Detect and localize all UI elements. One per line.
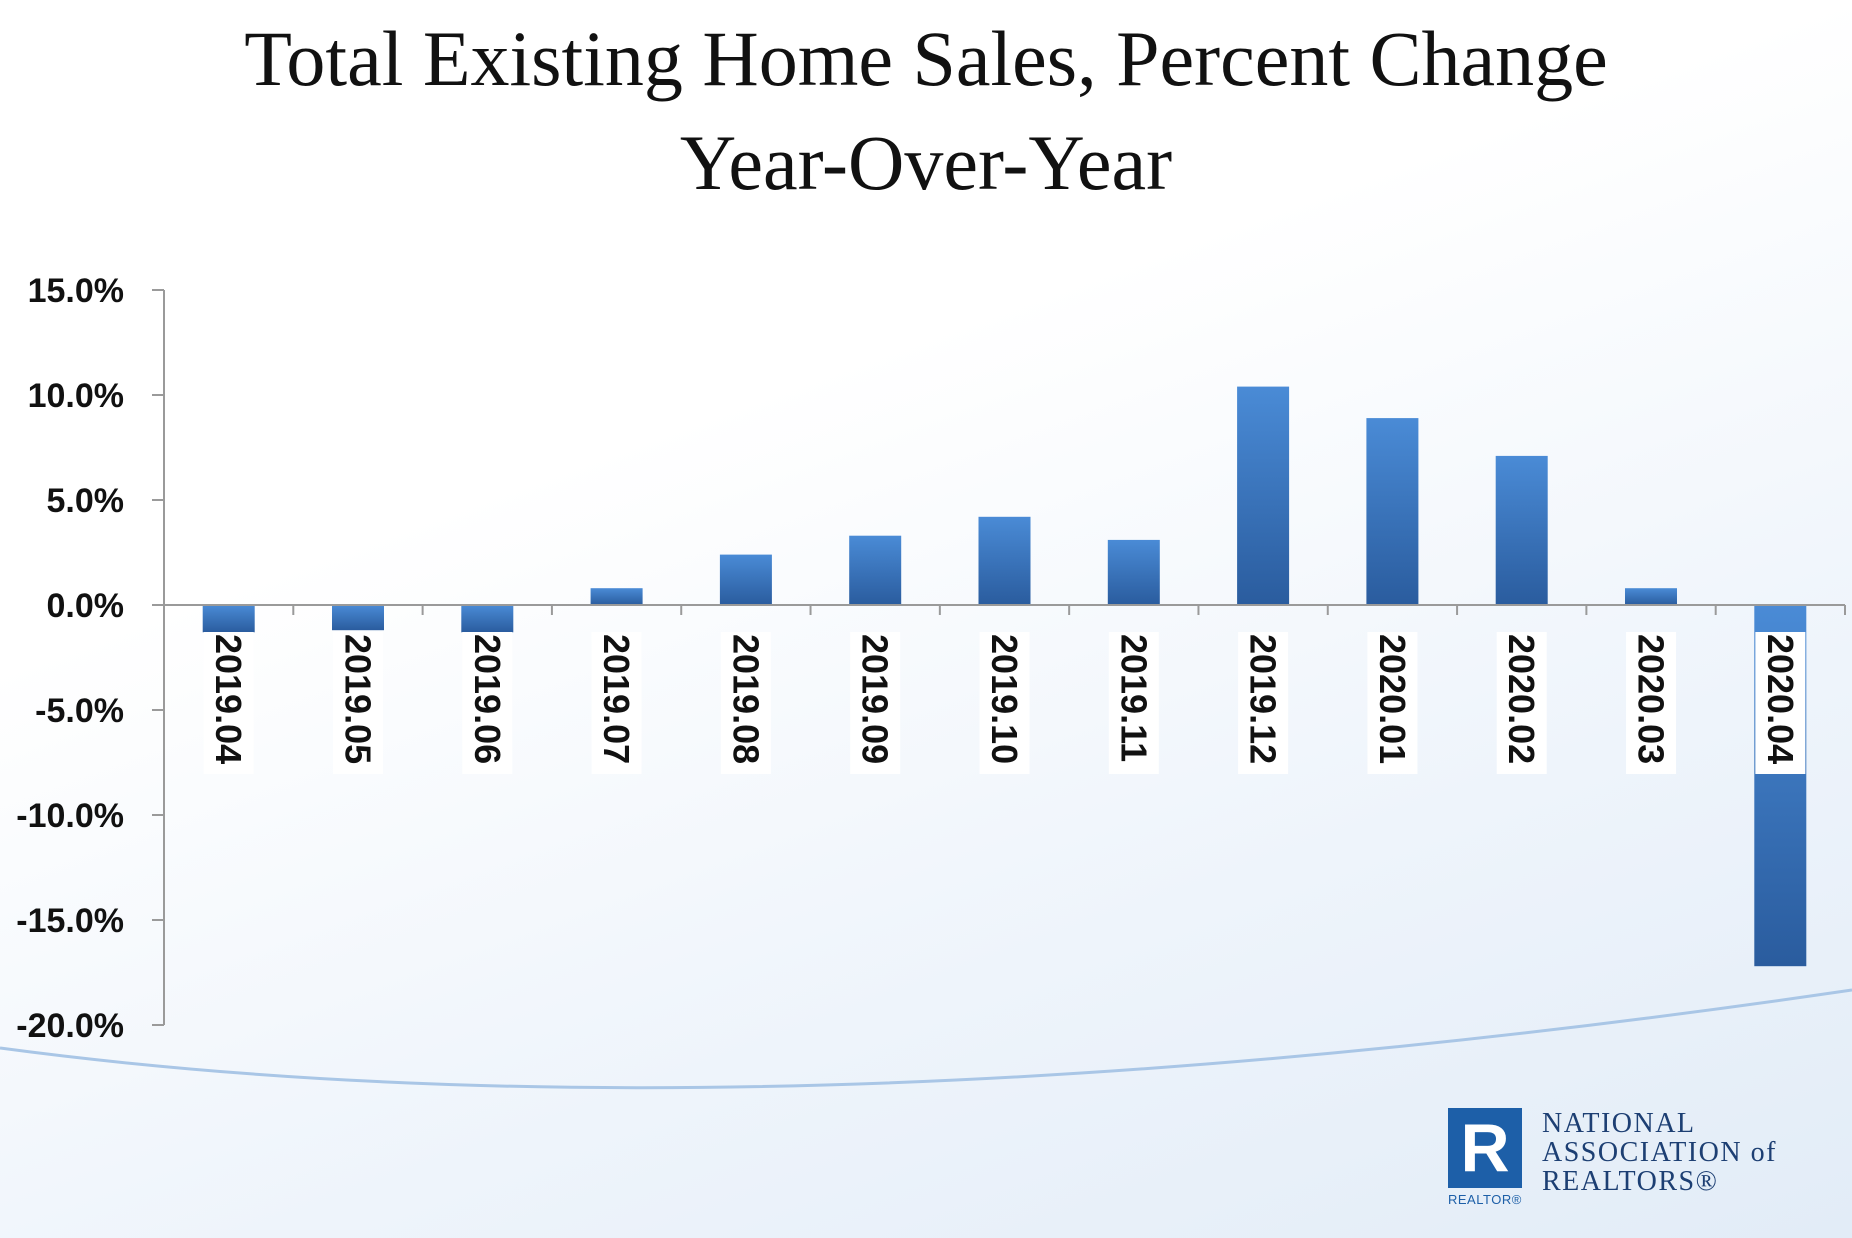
chart-title: Total Existing Home Sales, Percent Chang… [244, 15, 1608, 102]
x-label-backing [1238, 632, 1289, 774]
x-tick-label: 2020.01 [1372, 634, 1413, 764]
bar-2020.02 [1495, 455, 1548, 605]
bar-2020.01 [1366, 418, 1419, 605]
realtor-r-mark: R [1448, 1108, 1522, 1188]
x-label-backing [591, 632, 642, 774]
x-label-backing [1496, 632, 1547, 774]
nar-logo: R REALTOR® NATIONAL ASSOCIATION of REALT… [1448, 1108, 1828, 1212]
y-tick-label: -5.0% [35, 692, 124, 730]
x-tick-label: 2019.08 [725, 634, 766, 764]
y-tick-label: 5.0% [47, 482, 125, 520]
bar-2019.06 [461, 605, 514, 633]
x-label-backing [1108, 632, 1159, 774]
x-label-backing [720, 632, 771, 774]
logo-text-line-1: NATIONAL [1542, 1108, 1696, 1139]
x-label-backing [332, 632, 383, 774]
x-tick-label: 2019.05 [337, 634, 378, 764]
x-tick-label: 2020.03 [1631, 634, 1672, 764]
bar-2019.07 [590, 588, 643, 605]
bar-2020.03 [1625, 588, 1677, 605]
x-tick-label: 2019.07 [596, 634, 637, 764]
bar-2019.04 [202, 605, 255, 633]
axes-layer [152, 289, 1846, 1026]
bar-2019.11 [1107, 539, 1160, 605]
x-label-backing [850, 632, 901, 774]
realtor-mark-word: REALTOR® [1448, 1192, 1522, 1207]
x-label-backing [462, 632, 513, 774]
x-tick-label: 2020.02 [1501, 634, 1542, 764]
x-label-backing [1755, 632, 1806, 774]
bar-2019.10 [978, 516, 1031, 605]
x-tick-label: 2020.04 [1760, 634, 1801, 764]
x-tick-label: 2019.04 [208, 634, 249, 764]
x-tick-label: 2019.09 [855, 634, 896, 764]
logo-text-line-2: ASSOCIATION of [1542, 1137, 1777, 1168]
y-tick-label: 10.0% [28, 377, 124, 415]
background-curve [0, 988, 1852, 1090]
bars-layer [202, 386, 1807, 967]
labels-layer: 15.0% 10.0% 5.0% 0.0% -5.0% -10.0% -15.0% -20.0… [16, 272, 1806, 1045]
chart-subtitle: Year-Over-Year [679, 119, 1173, 206]
y-tick-label: -15.0% [16, 902, 124, 940]
bar-2019.05 [332, 605, 384, 631]
y-tick-label: 0.0% [47, 587, 125, 625]
x-label-backing [979, 632, 1030, 774]
x-tick-label: 2019.06 [467, 634, 508, 764]
bar-2019.12 [1237, 386, 1290, 605]
x-label-backing [203, 632, 254, 774]
y-tick-label: -10.0% [16, 797, 124, 835]
x-label-backing [1367, 632, 1418, 774]
realtor-r-letter: R [1460, 1110, 1510, 1186]
x-tick-label: 2019.10 [984, 634, 1025, 764]
y-tick-label: -20.0% [16, 1007, 124, 1045]
x-tick-label: 2019.11 [1113, 634, 1154, 762]
x-label-backing [1626, 632, 1677, 774]
bar-2019.09 [849, 535, 902, 605]
y-tick-label: 15.0% [28, 272, 124, 310]
x-tick-label: 2019.12 [1243, 634, 1284, 764]
bar-2019.08 [719, 554, 772, 605]
logo-text-line-3: REALTORS® [1542, 1166, 1719, 1197]
